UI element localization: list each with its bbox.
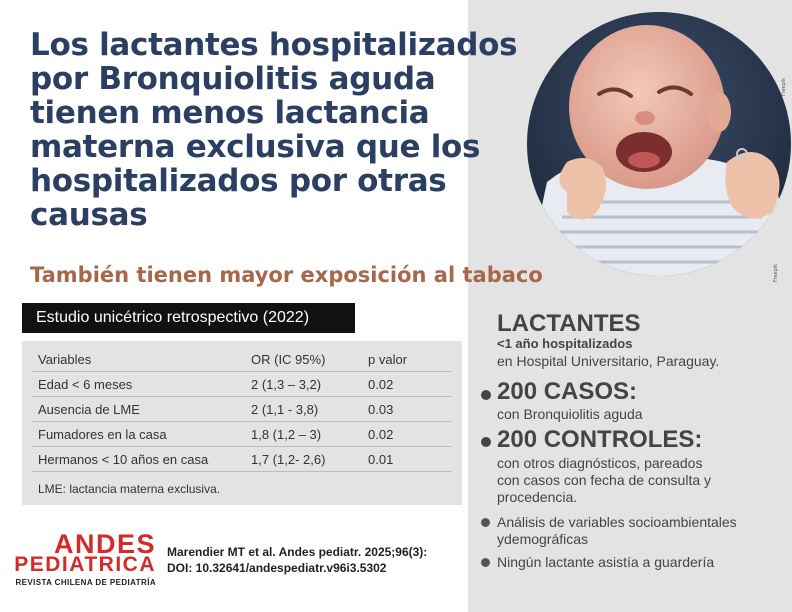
- casos-title: 200 CASOS:: [497, 378, 638, 405]
- table-cell: 0.01: [368, 452, 394, 467]
- controles-text-2: con casos con fecha de consulta y: [497, 472, 712, 488]
- photo-credit-2: Freepik: [773, 263, 779, 282]
- table-cell: Ausencia de LME: [38, 402, 140, 417]
- lactantes-title: LACTANTES: [497, 310, 641, 337]
- col-header-variables: Variables: [38, 352, 92, 367]
- table-row: Hermanos < 10 años en casa 1,7 (1,2- 2,6…: [32, 447, 452, 472]
- table-row: Edad < 6 meses 2 (1,3 – 3,2) 0.02: [32, 372, 452, 397]
- table-cell: 0.03: [368, 402, 394, 417]
- table-cell: 1,8 (1,2 – 3): [251, 427, 322, 442]
- table-cell: 0.02: [368, 427, 394, 442]
- controles-text-3: procedencia.: [497, 489, 578, 505]
- bullet-icon: [481, 518, 490, 527]
- logo-line3: REVISTA CHILENA DE PEDIATRÍA: [15, 578, 156, 587]
- logo-line2: PEDIATRICA: [14, 553, 156, 576]
- bullet2: Ningún lactante asistía a guardería: [497, 554, 715, 570]
- citation-line2[interactable]: DOI: 10.32641/andespediatr.v96i3.5302: [167, 561, 387, 575]
- controles-title: 200 CONTROLES:: [497, 426, 703, 453]
- logo-line1: ANDES: [53, 529, 156, 559]
- results-table: Variables OR (IC 95%) p valor Edad < 6 m…: [22, 341, 462, 505]
- table-cell: 2 (1,3 – 3,2): [251, 377, 322, 392]
- casos-text: con Bronquiolitis aguda: [497, 406, 643, 422]
- table-header-row: Variables OR (IC 95%) p valor: [32, 347, 452, 372]
- table-footnote: LME: lactancia materna exclusiva.: [38, 482, 221, 496]
- page-title: Los lactantes hospitalizados por Bronqui…: [30, 27, 518, 233]
- col-header-p: p valor: [368, 352, 408, 367]
- baby-photo: [527, 12, 791, 276]
- table-cell: 1,7 (1,2- 2,6): [251, 452, 326, 467]
- lactantes-line1: <1 año hospitalizados: [497, 336, 633, 351]
- table-row: Fumadores en la casa 1,8 (1,2 – 3) 0.02: [32, 422, 452, 447]
- bullet1-line2: ydemográficas: [497, 531, 589, 547]
- journal-logo: ANDES PEDIATRICA REVISTA CHILENA DE PEDI…: [14, 529, 158, 596]
- photo-credit: Freepik: [781, 77, 787, 96]
- lactantes-line2: en Hospital Universitario, Paraguay.: [497, 353, 720, 369]
- col-header-or: OR (IC 95%): [251, 352, 326, 367]
- table-row: Ausencia de LME 2 (1,1 - 3,8) 0.03: [32, 397, 452, 422]
- bullet-icon: [481, 390, 491, 400]
- page-subtitle: También tienen mayor exposición al tabac…: [30, 263, 543, 287]
- citation: Marendier MT et al. Andes pediatr. 2025;…: [167, 544, 427, 576]
- bullet-icon: [481, 558, 490, 567]
- table-cell: 2 (1,1 - 3,8): [251, 402, 319, 417]
- table-cell: Edad < 6 meses: [38, 377, 133, 392]
- table-cell: Fumadores en la casa: [38, 427, 167, 442]
- bullet1-line1: Análisis de variables socioambientales: [497, 514, 737, 530]
- table-cell: 0.02: [368, 377, 394, 392]
- study-label: Estudio unicétrico retrospectivo (2022): [22, 303, 355, 333]
- citation-line1: Marendier MT et al. Andes pediatr. 2025;…: [167, 545, 428, 559]
- controles-text-1: con otros diagnósticos, pareados: [497, 455, 703, 471]
- bullet-icon: [481, 437, 491, 447]
- table-cell: Hermanos < 10 años en casa: [38, 452, 209, 467]
